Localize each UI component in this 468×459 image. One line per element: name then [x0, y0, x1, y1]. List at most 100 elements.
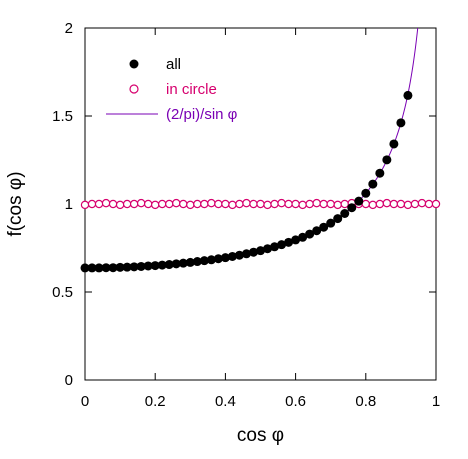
in-circle-point	[368, 200, 378, 210]
legend-label-in-circle: in circle	[166, 81, 217, 98]
all-point	[298, 232, 308, 242]
all-point	[87, 263, 97, 273]
in-circle-point	[207, 198, 216, 208]
in-circle-point	[298, 200, 307, 210]
all-point	[382, 155, 392, 165]
x-tick-label: 1	[432, 393, 440, 410]
all-point	[150, 261, 160, 271]
all-point	[178, 258, 188, 268]
in-circle-point	[410, 199, 420, 209]
all-point	[122, 262, 132, 272]
in-circle-point	[200, 199, 209, 209]
all-point	[199, 256, 209, 266]
x-tick-label: 0.4	[215, 393, 236, 410]
y-tick-label: 1.5	[52, 108, 73, 125]
all-point	[220, 253, 230, 263]
legend-label-formula: (2/pi)/sin φ	[166, 106, 238, 123]
x-tick-label: 0	[81, 393, 89, 410]
in-circle-point	[382, 198, 392, 208]
all-point	[277, 240, 287, 250]
all-point	[333, 214, 343, 224]
in-circle-point	[143, 199, 153, 209]
all-point	[192, 257, 202, 267]
in-circle-point	[193, 199, 202, 209]
all-point	[291, 235, 301, 245]
all-point	[284, 237, 294, 247]
in-circle-point	[396, 199, 406, 209]
in-circle-point	[277, 198, 286, 208]
x-axis-label: cos φ	[237, 425, 284, 446]
series-filled-group	[80, 90, 413, 273]
x-tick-label: 0.8	[355, 393, 376, 410]
in-circle-point	[136, 198, 146, 208]
in-circle-point	[291, 199, 300, 209]
legend-label-all: all	[166, 56, 181, 73]
in-circle-point	[150, 200, 160, 210]
all-point	[94, 263, 104, 273]
in-circle-point	[270, 199, 279, 209]
in-circle-point	[172, 198, 181, 208]
in-circle-point	[115, 200, 125, 210]
ticks: 0 0.2 0.4 0.6 0.8 1 0 0.5 1 1.5 2	[52, 20, 440, 410]
all-point	[326, 218, 336, 228]
y-tick-label: 0	[65, 372, 73, 389]
all-point	[241, 249, 251, 259]
all-point	[143, 261, 153, 271]
all-point	[368, 179, 378, 189]
all-point	[115, 262, 125, 272]
x-tick-label: 0.6	[285, 393, 306, 410]
in-circle-point	[80, 200, 90, 210]
legend-marker-in-circle	[129, 84, 139, 94]
all-point	[270, 242, 280, 252]
in-circle-point	[214, 199, 223, 209]
all-point	[234, 250, 244, 260]
in-circle-point	[129, 199, 139, 209]
all-point	[256, 246, 265, 256]
all-point	[263, 244, 273, 254]
x-tick-label: 0.2	[145, 393, 166, 410]
in-circle-point	[158, 199, 167, 209]
in-circle-point	[242, 198, 251, 208]
in-circle-point	[221, 199, 230, 209]
all-point	[129, 262, 139, 272]
all-point	[108, 263, 118, 273]
in-circle-point	[87, 199, 97, 209]
legend-marker-all	[129, 59, 139, 69]
all-point	[396, 118, 406, 128]
all-point	[80, 263, 90, 273]
in-circle-point	[312, 198, 321, 208]
in-circle-point	[179, 199, 188, 209]
all-point	[136, 261, 146, 271]
y-tick-label: 0.5	[52, 284, 73, 301]
in-circle-point	[305, 199, 314, 209]
all-point	[403, 90, 413, 100]
legend: all in circle (2/pi)/sin φ	[106, 56, 238, 123]
all-point	[227, 251, 237, 261]
all-point	[185, 257, 195, 267]
series-open-group	[80, 198, 441, 210]
in-circle-point	[186, 200, 195, 210]
in-circle-point	[101, 198, 111, 208]
in-circle-point	[333, 200, 342, 210]
all-point	[206, 255, 216, 265]
in-circle-point	[165, 199, 174, 209]
all-point	[248, 247, 258, 257]
in-circle-point	[375, 199, 385, 209]
in-circle-point	[256, 199, 265, 209]
in-circle-point	[389, 199, 399, 209]
all-point	[361, 188, 371, 198]
all-point	[375, 168, 385, 178]
in-circle-point	[94, 199, 104, 209]
all-point	[157, 260, 167, 270]
all-point	[101, 263, 111, 273]
in-circle-point	[263, 200, 272, 210]
all-point	[319, 222, 329, 232]
all-point	[347, 203, 357, 213]
all-point	[389, 139, 399, 149]
all-point	[164, 260, 174, 270]
all-point	[305, 229, 315, 239]
all-point	[213, 254, 223, 264]
all-point	[340, 209, 350, 219]
y-tick-label: 1	[65, 196, 73, 213]
